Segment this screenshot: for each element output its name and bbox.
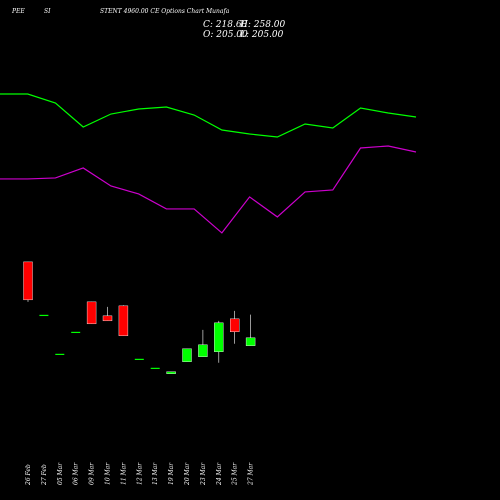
x-tick-label: 25 Mar bbox=[232, 462, 239, 486]
candle-body bbox=[214, 322, 224, 352]
ohlc-label: H: 258.00 bbox=[239, 20, 286, 30]
x-tick-label: 27 Mar bbox=[248, 462, 255, 486]
candle-body bbox=[23, 261, 33, 301]
candle-body bbox=[150, 367, 160, 369]
candle-body bbox=[102, 315, 113, 322]
candle-body bbox=[86, 301, 97, 325]
x-tick-label: 12 Mar bbox=[136, 462, 143, 485]
x-tick-label: 13 Mar bbox=[152, 462, 159, 485]
candle-body bbox=[134, 358, 144, 360]
candle-body bbox=[55, 353, 65, 355]
indicator-line bbox=[0, 93, 417, 138]
x-tick-label: 19 Mar bbox=[168, 462, 175, 485]
candle-body bbox=[182, 348, 192, 362]
candle-body bbox=[118, 305, 129, 337]
candle-body bbox=[198, 344, 208, 357]
title-part: SI bbox=[44, 8, 51, 15]
candle-body bbox=[39, 314, 49, 317]
x-tick-label: 10 Mar bbox=[105, 462, 112, 485]
candle-body bbox=[166, 371, 176, 374]
x-tick-label: 20 Mar bbox=[184, 462, 191, 486]
x-tick-label: 06 Mar bbox=[73, 462, 80, 485]
x-tick-label: 23 Mar bbox=[200, 462, 207, 486]
title-part: PEE bbox=[11, 8, 25, 15]
indicator-line bbox=[0, 145, 417, 234]
ohlc-label: L: 205.00 bbox=[239, 30, 284, 40]
ohlc-label: C: 218.60 bbox=[203, 20, 248, 30]
x-tick-label: 09 Mar bbox=[89, 462, 96, 485]
candle-body bbox=[245, 337, 256, 346]
x-tick-label: 27 Feb bbox=[41, 464, 48, 486]
candle-body bbox=[229, 318, 240, 333]
title-part: STENT 4960.00 CE Options Chart Munafa bbox=[100, 8, 230, 15]
x-tick-label: 26 Feb bbox=[25, 464, 32, 486]
ohlc-label: O: 205.00 bbox=[203, 30, 248, 40]
x-tick-label: 11 Mar bbox=[120, 462, 127, 485]
x-tick-label: 05 Mar bbox=[57, 462, 64, 485]
x-tick-label: 24 Mar bbox=[216, 462, 223, 486]
candle-body bbox=[71, 331, 81, 334]
